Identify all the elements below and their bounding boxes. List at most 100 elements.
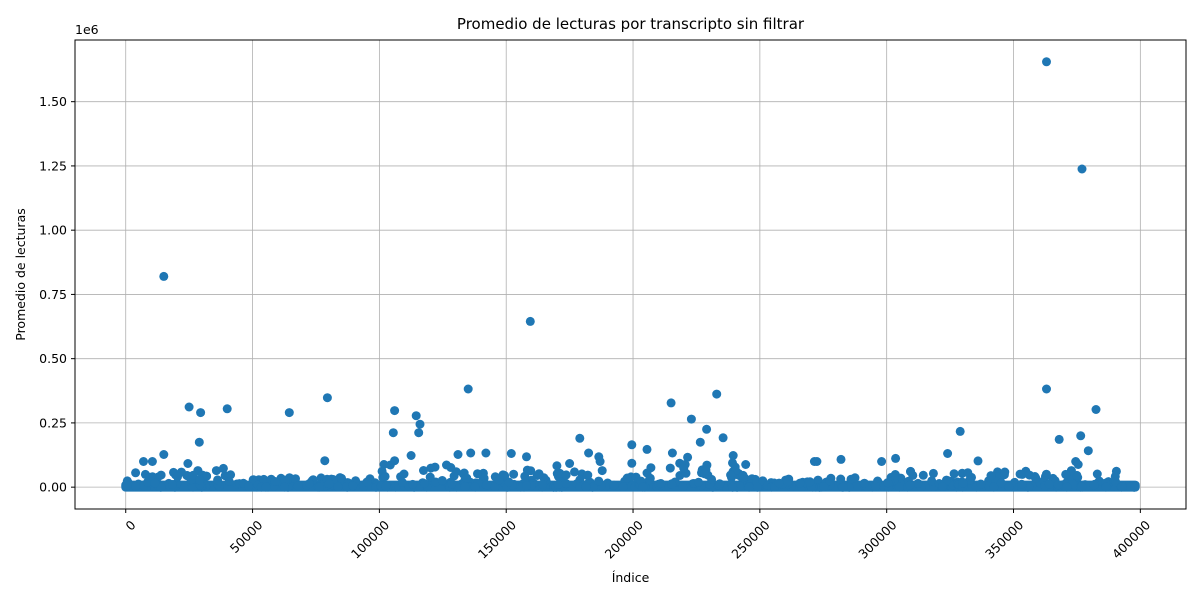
data-point: [1083, 446, 1093, 456]
data-point: [955, 426, 965, 436]
data-point: [712, 389, 722, 399]
data-point: [553, 480, 563, 489]
chart-title: Promedio de lecturas por transcripto sin…: [457, 15, 805, 33]
data-point: [581, 482, 591, 492]
data-point: [451, 467, 461, 477]
data-point: [399, 469, 409, 479]
data-point: [783, 477, 793, 487]
data-point: [738, 470, 748, 480]
data-point: [752, 482, 762, 492]
data-point: [656, 479, 666, 488]
data-point: [678, 482, 688, 492]
data-point: [1024, 482, 1034, 491]
data-point: [707, 474, 717, 484]
data-point: [381, 481, 391, 491]
data-point: [1044, 479, 1054, 489]
data-point: [213, 475, 223, 485]
data-point: [490, 482, 500, 492]
data-point: [534, 469, 544, 479]
data-point: [565, 459, 575, 468]
data-point: [638, 482, 648, 492]
data-point: [1110, 471, 1120, 481]
data-point: [390, 456, 400, 466]
data-point: [211, 466, 221, 476]
data-point: [618, 482, 628, 492]
data-point: [1130, 482, 1140, 492]
y-scale-factor-label: 1e6: [75, 22, 99, 37]
data-point: [437, 476, 447, 485]
data-point: [795, 478, 805, 488]
data-point: [131, 481, 141, 491]
data-point: [906, 466, 916, 476]
y-axis-label: Promedio de lecturas: [13, 208, 28, 341]
data-point: [362, 477, 372, 487]
data-point: [702, 424, 712, 434]
data-point: [1091, 405, 1101, 414]
data-point: [183, 459, 193, 468]
data-point: [348, 481, 358, 491]
data-point: [973, 456, 983, 466]
y-tick-label: 0.25: [39, 415, 67, 430]
data-point: [836, 474, 846, 484]
data-point: [1053, 480, 1063, 490]
data-point: [167, 480, 177, 489]
data-point: [1077, 164, 1087, 174]
data-point: [442, 460, 451, 470]
data-point: [522, 481, 531, 491]
data-point: [570, 467, 579, 477]
data-point: [525, 316, 535, 326]
data-point: [460, 482, 470, 492]
data-point: [259, 474, 269, 484]
data-point: [1004, 482, 1014, 492]
data-point: [398, 478, 407, 487]
data-point: [415, 419, 425, 429]
data-point: [196, 408, 206, 418]
data-point: [1089, 480, 1099, 490]
data-point: [928, 468, 938, 478]
data-point: [419, 466, 428, 475]
data-point: [627, 440, 637, 450]
data-point: [584, 448, 594, 458]
data-point: [927, 476, 937, 486]
data-point: [588, 482, 598, 491]
data-point: [337, 473, 347, 483]
data-point: [453, 450, 463, 459]
data-point: [609, 480, 619, 490]
data-point: [139, 457, 148, 466]
data-point: [150, 478, 160, 488]
data-point: [538, 479, 548, 489]
data-point: [159, 271, 169, 281]
data-point: [1054, 434, 1064, 444]
data-point: [805, 477, 815, 487]
data-points: [121, 57, 1140, 492]
data-point: [509, 469, 519, 479]
data-point: [894, 482, 904, 492]
data-point: [419, 479, 429, 489]
data-point: [293, 481, 303, 491]
data-point: [304, 479, 314, 488]
data-point: [963, 468, 973, 478]
data-point: [595, 457, 605, 466]
data-point: [679, 463, 689, 473]
data-point: [1117, 482, 1127, 492]
data-point: [261, 482, 271, 492]
data-point: [718, 433, 728, 443]
y-tick-label: 0.75: [39, 287, 67, 302]
data-point: [989, 482, 999, 492]
data-point: [390, 406, 400, 416]
data-point: [642, 468, 652, 478]
data-point: [976, 479, 986, 489]
data-point: [809, 457, 819, 466]
data-point: [667, 448, 677, 458]
data-point: [284, 408, 294, 418]
data-point: [1017, 479, 1027, 489]
data-point: [744, 482, 754, 492]
data-point: [694, 477, 703, 487]
data-point: [388, 428, 398, 438]
data-point: [583, 470, 593, 480]
data-point: [411, 411, 421, 421]
data-point: [408, 479, 418, 489]
data-point: [1042, 384, 1051, 394]
data-point: [877, 457, 887, 466]
